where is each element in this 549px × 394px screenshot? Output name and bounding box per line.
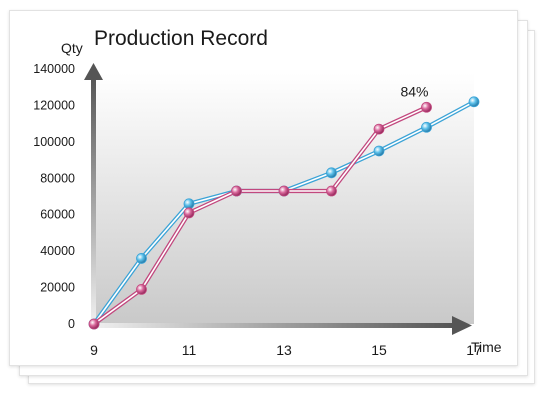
x-tick-label: 13 xyxy=(276,342,292,358)
series-1-point xyxy=(183,198,195,210)
chart-title: Production Record xyxy=(94,27,268,50)
x-tick-label: 11 xyxy=(182,342,197,358)
series-2-point xyxy=(326,185,337,197)
series-2-point xyxy=(421,101,432,113)
y-axis-bar xyxy=(91,76,96,327)
y-tick-label: 0 xyxy=(68,317,75,331)
y-tick-label: 100000 xyxy=(33,135,75,149)
series-1-point xyxy=(373,145,385,157)
y-tick-label: 140000 xyxy=(33,62,75,76)
series-1-point xyxy=(326,167,337,179)
x-tick-label: 17 xyxy=(466,342,482,358)
series-2-point xyxy=(136,283,147,295)
y-tick-label: 40000 xyxy=(40,244,75,258)
y-tick-label: 80000 xyxy=(40,171,75,185)
x-axis-label: Time xyxy=(471,339,502,355)
series-layer xyxy=(88,96,480,330)
y-tick-label: 120000 xyxy=(33,98,75,112)
y-axis-arrow xyxy=(84,63,103,80)
series-1-point xyxy=(421,121,432,133)
series-2-point xyxy=(231,185,242,197)
annotation-layer: 84% xyxy=(400,83,428,99)
y-axis-label: Qty xyxy=(61,40,83,56)
x-axis-arrow xyxy=(452,316,472,335)
series-2-point xyxy=(183,207,195,219)
percent-annotation: 84% xyxy=(400,83,428,99)
series-1-point xyxy=(468,96,480,108)
x-tick-labels: 9 11 13 15 17 xyxy=(90,342,482,358)
series-2-point xyxy=(373,123,385,135)
y-tick-label: 20000 xyxy=(40,281,75,295)
series-line-highlight-2 xyxy=(93,106,428,325)
x-axis-bar xyxy=(93,323,453,328)
y-tick-labels: 0 20000 40000 60000 80000 100000 120000 140000 xyxy=(33,62,75,331)
y-tick-label: 60000 xyxy=(40,208,75,222)
x-tick-label: 9 xyxy=(90,342,98,358)
series-2-point xyxy=(88,318,100,330)
x-tick-label: 15 xyxy=(371,342,387,358)
series-2-point xyxy=(278,185,290,197)
series-1-point xyxy=(136,253,147,264)
